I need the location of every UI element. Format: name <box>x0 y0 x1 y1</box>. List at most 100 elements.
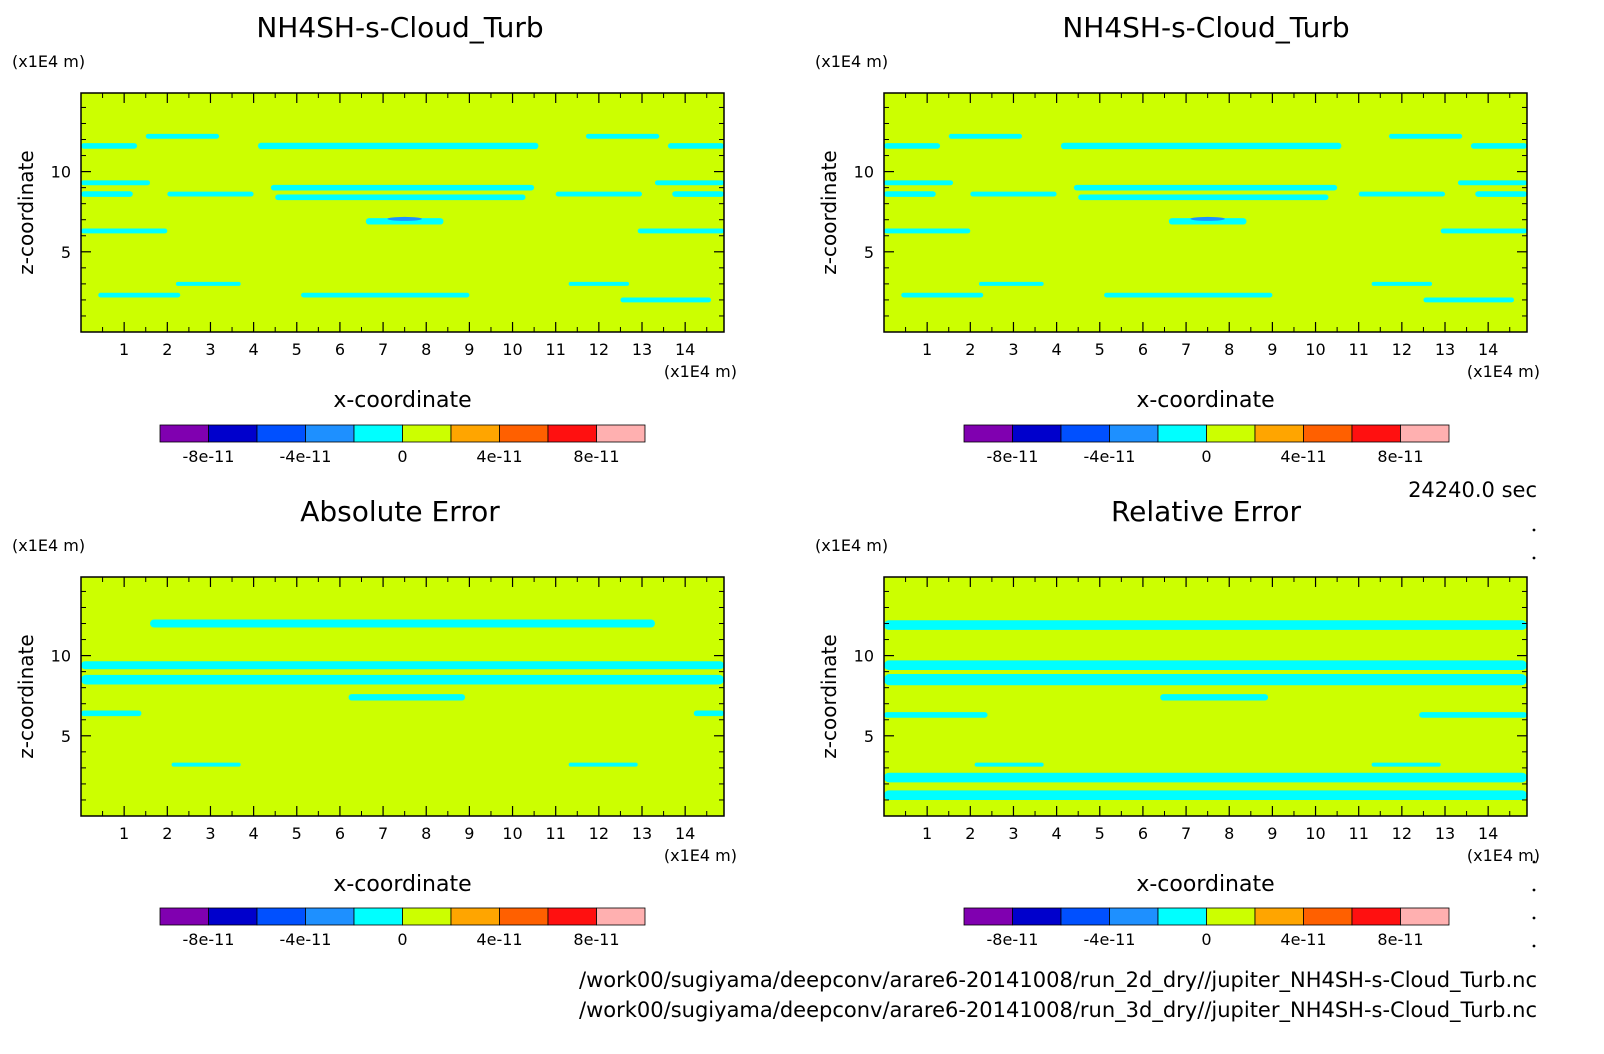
x-tick-label: 3 <box>205 824 215 843</box>
contour-band-14 <box>81 228 168 234</box>
deep-spot-1 <box>1190 216 1225 221</box>
x-tick-label: 12 <box>589 340 609 359</box>
colorbar-segment-3 <box>1060 424 1110 443</box>
contour-band-7 <box>171 762 241 767</box>
colorbar-segment-3 <box>256 907 306 926</box>
x-tick-label: 10 <box>502 824 522 843</box>
chart-panel-3: Absolute Error(x1E4 m)1 2 3 4 5 6 7 8 9 10 11 12 13 1… <box>12 495 737 949</box>
margin-dot-5 <box>1532 916 1536 920</box>
colorbar-segment-10 <box>1400 424 1450 443</box>
contour-band-17 <box>978 281 1044 286</box>
contour-layer <box>81 133 724 303</box>
colorbar-tick-label: -8e-11 <box>987 930 1039 949</box>
colorbar: -8e-11 -4e-11 0 4e-11 8e-11 <box>159 424 646 466</box>
colorbar-tick-label: 8e-11 <box>1377 447 1423 466</box>
colorbar-segment-5 <box>1157 907 1207 926</box>
colorbar-tick-label: -4e-11 <box>280 447 332 466</box>
colorbar-segment-4 <box>1109 907 1159 926</box>
x-tick-label: 11 <box>1349 824 1369 843</box>
y-axis-label: z-coordinate <box>14 150 38 274</box>
contour-band-18 <box>1371 281 1433 286</box>
colorbar-segment-9 <box>547 424 597 443</box>
y-tick-label: 5 <box>61 727 71 746</box>
colorbar-segment-10 <box>596 424 646 443</box>
contour-band-1 <box>884 143 941 149</box>
colorbar-segment-9 <box>1351 424 1401 443</box>
contour-band-2 <box>1060 142 1342 150</box>
contour-band-1 <box>884 620 1527 630</box>
contour-band-15 <box>1440 228 1527 234</box>
x-unit-label: (x1E4 m) <box>664 846 737 865</box>
colorbar-tick-label: 8e-11 <box>573 930 619 949</box>
contour-band-6 <box>884 180 954 186</box>
x-tick-label: 14 <box>1478 824 1498 843</box>
contour-band-5 <box>884 712 988 718</box>
x-tick-label: 5 <box>292 340 302 359</box>
contour-band-6 <box>1419 712 1527 718</box>
x-tick-label: 11 <box>1349 340 1369 359</box>
contour-band-1 <box>81 143 138 149</box>
colorbar-tick-label: 8e-11 <box>573 447 619 466</box>
x-tick-label: 11 <box>546 824 566 843</box>
field-background <box>81 93 724 332</box>
plot-frame <box>883 576 1528 817</box>
contour-band-5 <box>585 133 660 139</box>
colorbar: -8e-11 -4e-11 0 4e-11 8e-11 <box>159 907 646 949</box>
contour-band-10 <box>167 191 254 197</box>
timestamp-label: 24240.0 sec <box>1408 478 1537 502</box>
colorbar-tick-label: 4e-11 <box>1280 930 1326 949</box>
contour-band-12 <box>555 191 643 197</box>
colorbar-tick-label: 0 <box>1201 930 1211 949</box>
contour-band-20 <box>1104 292 1273 298</box>
colorbar-segment-5 <box>353 424 403 443</box>
contour-band-19 <box>901 292 984 298</box>
contour-band-8 <box>568 762 638 767</box>
x-tick-label: 8 <box>1224 824 1234 843</box>
contour-layer <box>81 619 724 767</box>
x-tick-label: 1 <box>922 340 932 359</box>
contour-band-13 <box>672 191 724 197</box>
chart-panel-2: NH4SH-s-Cloud_Turb(x1E4 m)1 2 3 4 5 6 7 8 9 10 11 1… <box>815 11 1540 466</box>
x-tick-label: 7 <box>378 340 388 359</box>
x-tick-label: 6 <box>1138 824 1148 843</box>
contour-band-13 <box>1475 191 1527 197</box>
contour-band-2 <box>81 661 724 670</box>
contour-band-18 <box>568 281 630 286</box>
colorbar-segment-7 <box>450 424 500 443</box>
x-tick-label: 7 <box>378 824 388 843</box>
x-tick-label: 13 <box>1435 824 1455 843</box>
y-axis-label: z-coordinate <box>817 150 841 274</box>
x-tick-label: 9 <box>1267 824 1277 843</box>
x-tick-label: 2 <box>162 824 172 843</box>
colorbar-segment-8 <box>499 907 549 926</box>
x-tick-label: 9 <box>464 824 474 843</box>
contour-band-2 <box>884 660 1527 671</box>
contour-band-10 <box>884 790 1527 800</box>
contour-band-6 <box>693 710 724 717</box>
x-tick-label: 8 <box>421 824 431 843</box>
colorbar-segment-7 <box>1254 424 1304 443</box>
contour-band-21 <box>1423 297 1515 303</box>
colorbar-segment-2 <box>1012 424 1062 443</box>
x-tick-label: 10 <box>1305 340 1325 359</box>
colorbar-segment-6 <box>1206 424 1256 443</box>
contour-band-9 <box>81 191 133 197</box>
colorbar-segment-8 <box>1303 907 1353 926</box>
x-tick-label: 9 <box>464 340 474 359</box>
contour-band-3 <box>81 674 724 685</box>
colorbar-segment-1 <box>963 424 1013 443</box>
colorbar-tick-label: -4e-11 <box>1084 447 1136 466</box>
x-unit-label: (x1E4 m) <box>664 362 737 381</box>
contour-band-1 <box>150 619 655 628</box>
colorbar-segment-1 <box>963 907 1013 926</box>
colorbar-segment-2 <box>208 907 258 926</box>
contour-band-4 <box>948 133 1023 139</box>
x-tick-label: 5 <box>1095 824 1105 843</box>
colorbar-segment-7 <box>1254 907 1304 926</box>
contour-band-6 <box>81 180 151 186</box>
x-tick-label: 4 <box>249 340 259 359</box>
contour-band-8 <box>1073 184 1338 191</box>
colorbar: -8e-11 -4e-11 0 4e-11 8e-11 <box>963 424 1450 466</box>
colorbar-segment-9 <box>1351 907 1401 926</box>
